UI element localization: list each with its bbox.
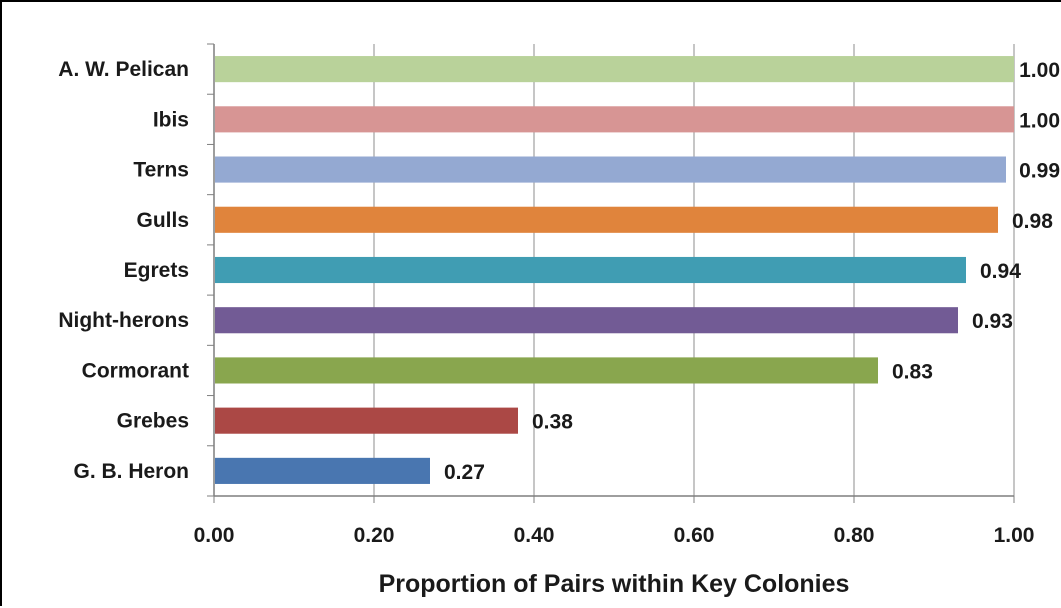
category-label-8: G. B. Heron	[73, 460, 189, 483]
x-tick-label-1: 0.20	[354, 524, 395, 547]
category-label-4: Egrets	[124, 259, 189, 282]
bar-3	[215, 206, 998, 233]
axes	[207, 43, 1015, 503]
x-tick-label-2: 0.40	[514, 524, 555, 547]
category-label-3: Gulls	[136, 209, 189, 232]
data-label-5: 0.93	[972, 310, 1013, 333]
x-tick-label-5: 1.00	[994, 524, 1035, 547]
data-label-2: 0.99	[1019, 160, 1060, 183]
category-label-0: A. W. Pelican	[58, 58, 189, 81]
bar-7	[215, 407, 518, 434]
x-axis-title: Proportion of Pairs within Key Colonies	[379, 570, 850, 598]
x-tick-label-0: 0.00	[194, 524, 235, 547]
x-tick-label-3: 0.60	[674, 524, 715, 547]
x-tick-label-4: 0.80	[834, 524, 875, 547]
bar-6	[215, 357, 878, 384]
category-label-1: Ibis	[153, 108, 189, 131]
data-label-6: 0.83	[892, 360, 933, 383]
bars	[215, 56, 1014, 484]
category-label-2: Terns	[133, 159, 189, 182]
data-labels: 1.00 1.00 0.99 0.98 0.94 0.93 0.83 0.38 0.27	[444, 59, 1060, 484]
tick-labels: 0.00 0.20 0.40 0.60 0.80 1.00	[194, 524, 1035, 547]
bar-8	[215, 457, 430, 484]
bar-4	[215, 256, 966, 284]
bar-0	[215, 56, 1014, 83]
data-label-3: 0.98	[1012, 210, 1053, 233]
bar-1	[215, 106, 1014, 133]
category-label-7: Grebes	[117, 410, 189, 433]
data-label-0: 1.00	[1019, 59, 1060, 82]
bar-2	[215, 156, 1006, 183]
category-labels: A. W. Pelican Ibis Terns Gulls Egrets Night-h…	[58, 58, 189, 483]
data-label-4: 0.94	[980, 260, 1021, 283]
data-label-7: 0.38	[532, 411, 573, 434]
category-label-6: Cormorant	[82, 359, 189, 382]
data-label-1: 1.00	[1019, 109, 1060, 132]
bar-5	[215, 307, 958, 334]
category-label-5: Night-herons	[58, 309, 189, 332]
data-label-8: 0.27	[444, 461, 485, 484]
